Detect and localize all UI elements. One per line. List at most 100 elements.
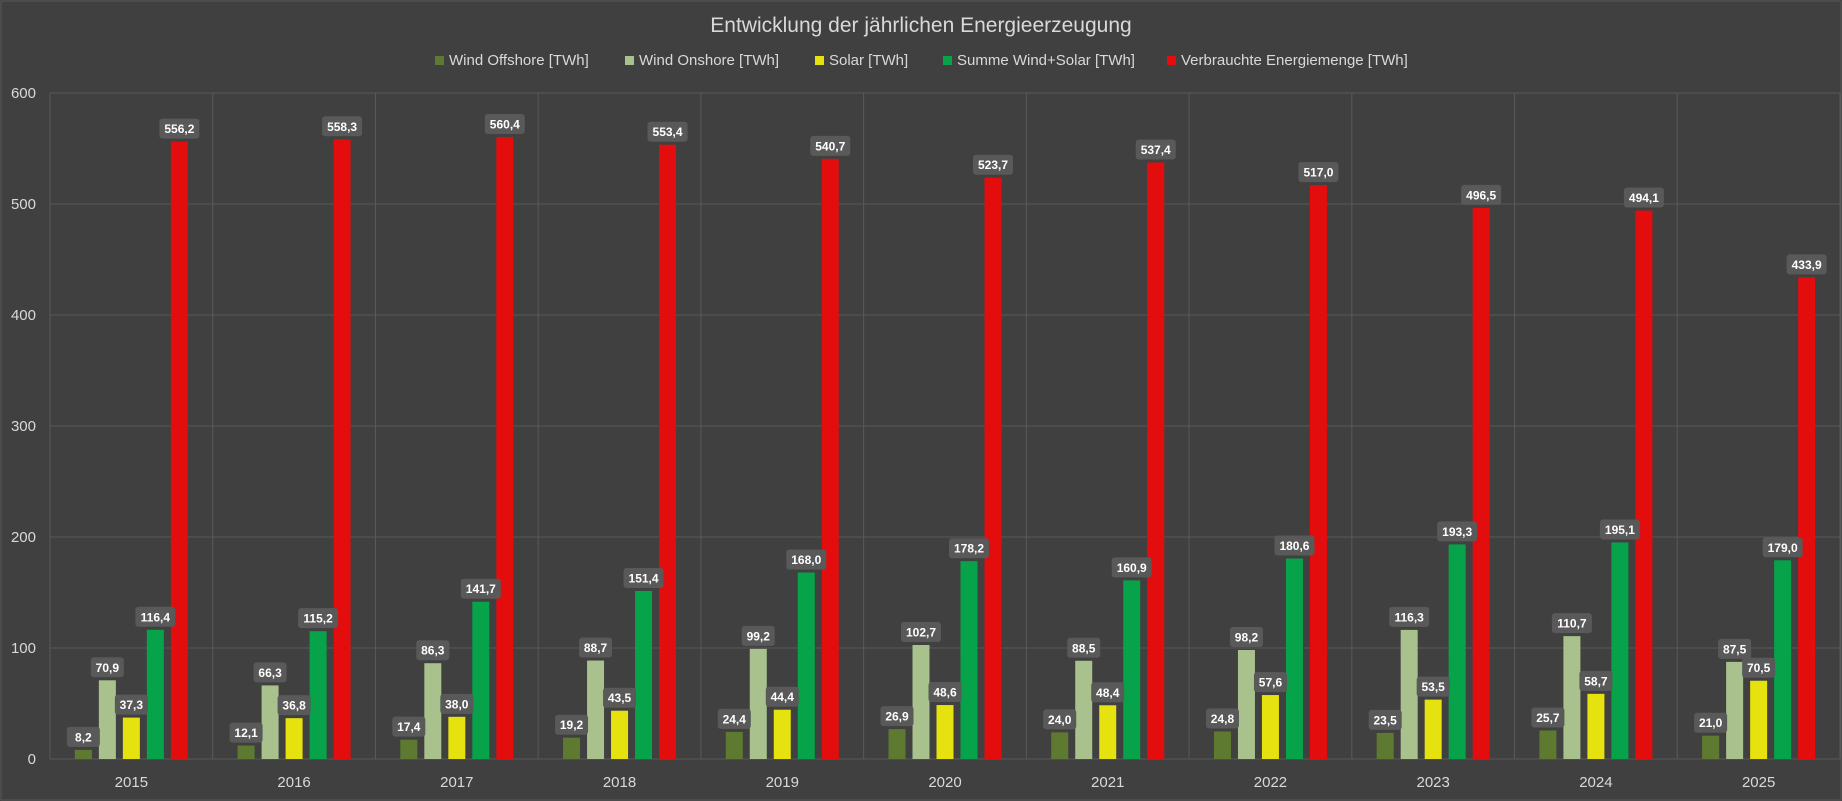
legend-item-verbrauchte-energiemenge-twh[interactable]: Verbrauchte Energiemenge [TWh] (1167, 52, 1408, 69)
x-tick-label: 2025 (1742, 774, 1775, 791)
bar-summe-wind-solar-twh-2016 (309, 631, 327, 759)
data-label-box (1694, 712, 1728, 733)
data-label-box (1091, 682, 1125, 703)
data-label-box (741, 625, 775, 646)
bar-wind-onshore-twh-2017 (424, 663, 442, 759)
bar-wind-offshore-twh-2021 (1051, 732, 1069, 759)
data-label-box (1253, 672, 1287, 693)
bar-verbrauchte-energiemenge-twh-2019 (821, 158, 839, 759)
data-label: 88,7 (584, 641, 608, 655)
bar-verbrauchte-energiemenge-twh-2015 (170, 141, 188, 760)
bar-verbrauchte-energiemenge-twh-2016 (333, 139, 351, 760)
data-label-box (1579, 670, 1613, 691)
bar-wind-onshore-twh-2018 (587, 660, 605, 759)
bar-solar-twh-2023 (1424, 699, 1442, 759)
bar-wind-offshore-twh-2017 (400, 739, 418, 759)
bar-solar-twh-2019 (773, 709, 791, 759)
data-label: 43,5 (608, 691, 632, 705)
data-label: 57,6 (1259, 676, 1283, 690)
data-label: 17,4 (397, 720, 421, 734)
data-label-box (1551, 613, 1592, 634)
legend-swatch (943, 56, 952, 65)
data-label: 98,2 (1235, 630, 1259, 644)
data-label-box (1623, 187, 1664, 208)
data-label-box (647, 121, 688, 142)
legend-item-summe-wind-solar-twh[interactable]: Summe Wind+Solar [TWh] (943, 52, 1135, 69)
data-label: 433,9 (1792, 258, 1822, 272)
data-label-box (928, 682, 962, 703)
data-label-box (901, 622, 941, 643)
data-label: 25,7 (1536, 711, 1560, 725)
bar-wind-offshore-twh-2019 (725, 731, 743, 759)
legend-item-wind-onshore-twh[interactable]: Wind Onshore [TWh] (625, 52, 779, 69)
bar-wind-offshore-twh-2018 (563, 737, 581, 759)
bar-wind-onshore-twh-2016 (261, 685, 279, 759)
legend-label: Wind Onshore [TWh] (639, 52, 779, 69)
data-label: 517,0 (1303, 166, 1333, 180)
data-label-box (90, 657, 124, 678)
data-label-box (298, 608, 339, 629)
bar-solar-twh-2025 (1750, 680, 1768, 759)
data-label: 24,0 (1048, 713, 1072, 727)
data-label-box (1742, 657, 1776, 678)
data-label: 151,4 (629, 571, 659, 585)
data-label-box (555, 714, 589, 735)
data-label: 556,2 (164, 122, 194, 136)
data-label: 23,5 (1374, 713, 1398, 727)
data-label: 553,4 (653, 125, 683, 139)
data-label: 66,3 (258, 666, 282, 680)
x-axis: 2015 2016 2017 2018 2019 2020 2021 2022 2023 2024… (115, 774, 1776, 791)
data-label: 8,2 (75, 730, 92, 744)
legend-item-solar-twh[interactable]: Solar [TWh] (815, 52, 908, 69)
bar-verbrauchte-energiemenge-twh-2017 (496, 136, 514, 759)
data-label-box (717, 708, 751, 729)
data-label-box (159, 118, 200, 139)
bar-verbrauchte-energiemenge-twh-2025 (1798, 277, 1816, 759)
data-label-box (1599, 519, 1640, 540)
x-tick-label: 2019 (766, 774, 799, 791)
data-label: 88,5 (1072, 641, 1096, 655)
data-label: 160,9 (1117, 561, 1147, 575)
legend-item-wind-offshore-twh[interactable]: Wind Offshore [TWh] (435, 52, 589, 69)
data-label-box (229, 722, 263, 743)
data-label-box (1786, 254, 1827, 275)
bar-wind-onshore-twh-2021 (1075, 660, 1093, 759)
bar-wind-offshore-twh-2016 (237, 745, 255, 759)
bar-wind-offshore-twh-2023 (1376, 732, 1394, 759)
bar-wind-offshore-twh-2022 (1213, 731, 1231, 759)
bar-summe-wind-solar-twh-2021 (1123, 580, 1141, 759)
data-label: 179,0 (1768, 541, 1798, 555)
x-tick-label: 2021 (1091, 774, 1124, 791)
bar-solar-twh-2022 (1261, 695, 1279, 759)
bar-wind-onshore-twh-2025 (1726, 661, 1744, 759)
data-label: 38,0 (445, 697, 469, 711)
data-label-box (460, 578, 501, 599)
data-label: 36,8 (282, 699, 306, 713)
x-tick-label: 2022 (1254, 774, 1287, 791)
data-label: 540,7 (815, 139, 845, 153)
y-tick-label: 0 (28, 751, 36, 768)
legend-swatch (435, 56, 444, 65)
legend-swatch (625, 56, 634, 65)
bar-wind-onshore-twh-2023 (1400, 629, 1418, 759)
bar-solar-twh-2020 (936, 705, 954, 759)
data-label: 99,2 (747, 629, 771, 643)
data-label: 496,5 (1466, 188, 1496, 202)
data-label-box (949, 538, 989, 559)
data-label-box (786, 549, 827, 570)
data-label: 116,4 (141, 610, 171, 624)
data-label: 193,3 (1442, 525, 1472, 539)
data-label-box (1111, 557, 1152, 578)
data-label-box (277, 695, 311, 716)
bar-summe-wind-solar-twh-2022 (1285, 558, 1303, 759)
y-axis: 0 100 200 300 400 500 600 (11, 85, 36, 768)
data-label-box (1461, 184, 1502, 205)
data-label: 560,4 (490, 117, 520, 131)
legend-swatch (815, 56, 824, 65)
data-label: 168,0 (791, 553, 821, 567)
data-label: 141,7 (466, 582, 496, 596)
data-label-box (1437, 521, 1478, 542)
data-label: 86,3 (421, 644, 445, 658)
